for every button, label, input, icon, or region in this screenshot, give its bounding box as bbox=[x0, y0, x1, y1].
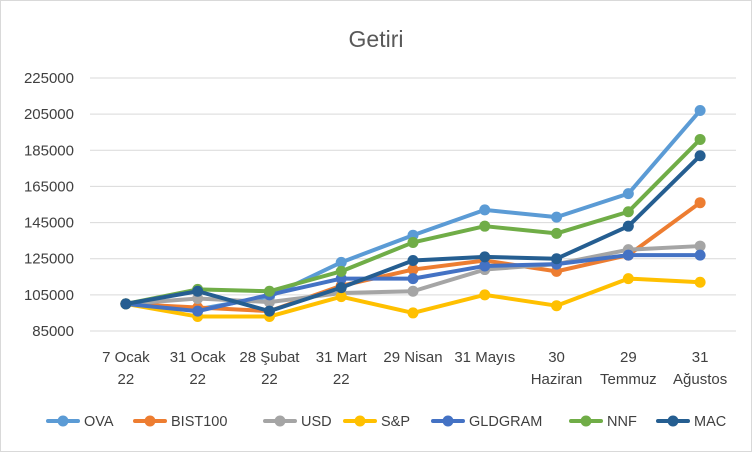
x-tick-label: 31 Ocak 22 bbox=[170, 349, 226, 388]
y-tick-label: 85000 bbox=[32, 323, 74, 340]
y-tick-label: 165000 bbox=[24, 178, 74, 195]
legend-swatch-marker bbox=[442, 415, 454, 427]
legend-label: BIST100 bbox=[171, 414, 227, 430]
data-point bbox=[120, 298, 132, 310]
legend-swatch-marker bbox=[57, 415, 69, 427]
data-point bbox=[622, 220, 634, 232]
data-point bbox=[479, 260, 491, 272]
legend-label: S&P bbox=[381, 414, 410, 430]
data-point bbox=[622, 206, 634, 218]
data-point bbox=[479, 204, 491, 216]
data-point bbox=[479, 251, 491, 263]
data-point bbox=[335, 291, 347, 303]
data-point bbox=[407, 307, 419, 319]
x-tick-label: 31 Ağustos bbox=[673, 349, 727, 388]
data-point bbox=[263, 285, 275, 297]
x-tick-label: 30 Haziran bbox=[531, 349, 583, 388]
data-point bbox=[335, 282, 347, 294]
y-tick-label: 105000 bbox=[24, 287, 74, 304]
legend-item-nnf: NNF bbox=[569, 414, 637, 430]
data-point bbox=[622, 273, 634, 285]
legend-label: GLDGRAM bbox=[469, 414, 542, 430]
legend-swatch-marker bbox=[274, 415, 286, 427]
series-mac bbox=[120, 150, 706, 317]
series-lines bbox=[120, 105, 706, 323]
legend-item-ova: OVA bbox=[46, 414, 114, 430]
x-tick-label: 29 Nisan bbox=[383, 349, 442, 366]
chart-title: Getiri bbox=[349, 26, 404, 52]
legend-label: USD bbox=[301, 414, 332, 430]
legend-item-gldgram: GLDGRAM bbox=[431, 414, 542, 430]
data-point bbox=[335, 256, 347, 268]
legend-item-mac: MAC bbox=[656, 414, 726, 430]
legend-label: MAC bbox=[694, 414, 726, 430]
data-point bbox=[407, 255, 419, 267]
legend-item-bist100: BIST100 bbox=[133, 414, 227, 430]
legend-swatch-marker bbox=[354, 415, 366, 427]
legend: OVA BIST100 USD S&P GLDGRAM NNF MAC bbox=[46, 414, 726, 430]
data-point bbox=[694, 240, 706, 252]
legend-label: NNF bbox=[607, 414, 637, 430]
data-point bbox=[694, 150, 706, 162]
legend-swatch-marker bbox=[144, 415, 156, 427]
data-point bbox=[551, 253, 563, 265]
legend-swatch-marker bbox=[580, 415, 592, 427]
data-point bbox=[694, 276, 706, 288]
data-point bbox=[622, 188, 634, 200]
data-point bbox=[694, 249, 706, 261]
legend-item-sp: S&P bbox=[343, 414, 410, 430]
x-tick-label: 31 Mart 22 bbox=[316, 349, 368, 388]
x-tick-label: 28 Şubat 22 bbox=[239, 349, 300, 388]
y-tick-label: 125000 bbox=[24, 251, 74, 268]
data-point bbox=[694, 105, 706, 117]
data-point bbox=[694, 133, 706, 145]
data-point bbox=[335, 265, 347, 277]
data-point bbox=[694, 197, 706, 209]
y-tick-label: 185000 bbox=[24, 142, 74, 159]
legend-label: OVA bbox=[84, 414, 114, 430]
data-point bbox=[551, 300, 563, 312]
legend-swatch-marker bbox=[667, 415, 679, 427]
data-point bbox=[551, 211, 563, 223]
data-point bbox=[551, 227, 563, 239]
data-point bbox=[479, 289, 491, 301]
y-axis-ticks: 85000 105000 125000 145000 165000 185000 20500… bbox=[24, 70, 74, 340]
data-point bbox=[192, 305, 204, 317]
x-tick-label: 29 Temmuz bbox=[600, 349, 657, 388]
data-point bbox=[622, 249, 634, 261]
y-tick-label: 225000 bbox=[24, 70, 74, 87]
data-point bbox=[407, 264, 419, 276]
data-point bbox=[407, 273, 419, 285]
y-tick-label: 145000 bbox=[24, 215, 74, 232]
x-tick-label: 31 Mayıs bbox=[454, 349, 515, 366]
legend-item-usd: USD bbox=[263, 414, 332, 430]
x-tick-label: 7 Ocak 22 bbox=[102, 349, 150, 388]
data-point bbox=[479, 220, 491, 232]
data-point bbox=[192, 285, 204, 297]
x-axis-ticks: 7 Ocak 22 31 Ocak 22 28 Şubat 22 31 Mart 22 29 N… bbox=[102, 349, 727, 388]
data-point bbox=[263, 305, 275, 317]
data-point bbox=[407, 285, 419, 297]
data-point bbox=[407, 236, 419, 248]
y-tick-label: 205000 bbox=[24, 106, 74, 123]
